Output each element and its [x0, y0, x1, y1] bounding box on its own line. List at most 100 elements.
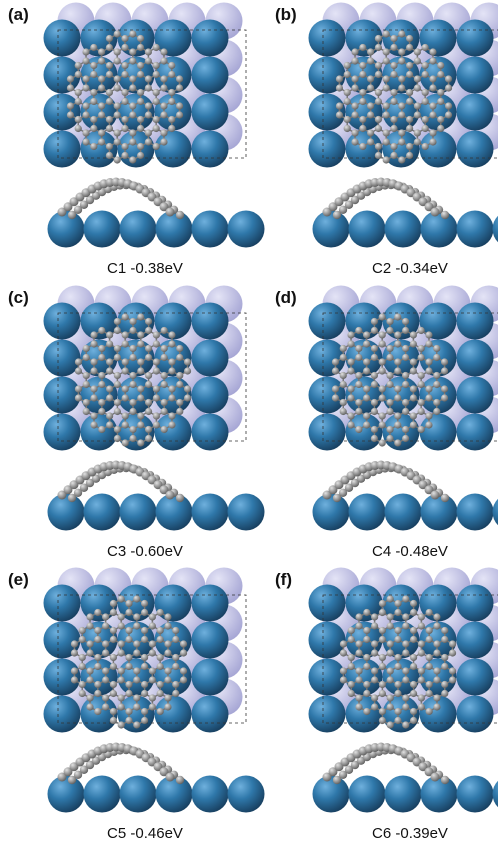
- carbon-atom: [129, 111, 136, 118]
- carbon-atom: [433, 381, 440, 388]
- carbon-atom: [410, 385, 417, 392]
- carbon-atom: [383, 129, 390, 136]
- carbon-atom: [176, 75, 183, 82]
- surface-atom: [192, 659, 229, 696]
- carbon-atom: [122, 439, 129, 446]
- carbon-atom: [121, 35, 128, 42]
- carbon-atom: [137, 44, 144, 51]
- carbon-atom: [386, 426, 393, 433]
- carbon-atom: [425, 367, 432, 374]
- side-atom: [313, 211, 350, 248]
- carbon-atom: [410, 412, 417, 419]
- side-atom: [228, 211, 265, 248]
- carbon-atom: [118, 613, 125, 620]
- carbon-atom: [433, 667, 440, 674]
- carbon-atom: [137, 439, 144, 446]
- carbon-atom: [180, 640, 187, 647]
- carbon-atom: [406, 62, 413, 69]
- panel-label: (d): [275, 288, 297, 307]
- carbon-atom: [125, 690, 132, 697]
- carbon-atom: [379, 421, 386, 428]
- carbon-atom: [98, 102, 105, 109]
- carbon-atom: [371, 622, 378, 629]
- carbon-atom: [371, 613, 378, 620]
- carbon-atom: [106, 35, 113, 42]
- carbon-atom: [145, 372, 152, 379]
- carbon-atom: [106, 44, 113, 51]
- carbon-atom: [90, 421, 97, 428]
- carbon-atom: [114, 354, 121, 361]
- carbon-atom: [110, 636, 117, 643]
- panel: (a)C1 -0.38eV: [8, 3, 265, 278]
- carbon-atom: [414, 102, 421, 109]
- carbon-atom: [410, 690, 417, 697]
- side-atom: [48, 776, 85, 813]
- carbon-atom: [75, 116, 82, 123]
- surface-atom: [457, 340, 494, 377]
- carbon-atom: [176, 111, 183, 118]
- carbon-atom: [157, 663, 164, 670]
- carbon-atom: [118, 640, 125, 647]
- surface-atom: [346, 696, 383, 733]
- carbon-atom: [145, 408, 152, 415]
- carbon-atom: [410, 681, 417, 688]
- carbon-atom: [340, 640, 347, 647]
- carbon-atom: [161, 408, 168, 415]
- carbon-atom: [390, 125, 397, 132]
- carbon-atom: [90, 98, 97, 105]
- carbon-atom: [153, 340, 160, 347]
- carbon-atom: [129, 138, 136, 145]
- carbon-atom: [137, 394, 144, 401]
- carbon-atom: [371, 399, 378, 406]
- surface-atom: [309, 131, 346, 168]
- carbon-atom: [121, 71, 128, 78]
- surface-atom: [44, 377, 81, 414]
- carbon-atom: [86, 640, 93, 647]
- side-atom: [192, 211, 229, 248]
- carbon-atom: [348, 627, 355, 634]
- carbon-atom: [184, 367, 191, 374]
- carbon-atom: [344, 125, 351, 132]
- carbon-atom: [125, 627, 132, 634]
- carbon-atom: [344, 71, 351, 78]
- carbon-atom: [137, 340, 144, 347]
- carbon-atom: [125, 663, 132, 670]
- carbon-atom: [398, 75, 405, 82]
- carbon-atom: [363, 358, 370, 365]
- carbon-atom: [106, 152, 113, 159]
- carbon-atom: [129, 381, 136, 388]
- carbon-atom: [160, 129, 167, 136]
- carbon-atom: [172, 663, 179, 670]
- carbon-atom: [122, 331, 129, 338]
- carbon-atom: [106, 331, 113, 338]
- surface-atom: [457, 20, 494, 57]
- carbon-atom: [379, 385, 386, 392]
- carbon-atom: [390, 152, 397, 159]
- surface-atom: [309, 20, 346, 57]
- carbon-atom: [340, 667, 347, 674]
- carbon-atom: [410, 358, 417, 365]
- carbon-atom: [79, 627, 86, 634]
- carbon-atom: [114, 381, 121, 388]
- carbon-atom: [86, 694, 93, 701]
- carbon-atom: [441, 654, 448, 661]
- carbon-atom: [336, 75, 343, 82]
- carbon-atom: [82, 129, 89, 136]
- side-carbon: [441, 211, 449, 219]
- carbon-atom: [121, 44, 128, 51]
- carbon-atom: [433, 640, 440, 647]
- carbon-atom: [118, 595, 125, 602]
- carbon-atom: [125, 600, 132, 607]
- carbon-atom: [418, 345, 425, 352]
- carbon-atom: [121, 125, 128, 132]
- carbon-atom: [418, 399, 425, 406]
- carbon-atom: [363, 708, 370, 715]
- carbon-atom: [398, 129, 405, 136]
- carbon-atom: [406, 98, 413, 105]
- carbon-atom: [359, 143, 366, 150]
- carbon-atom: [106, 89, 113, 96]
- side-atom: [421, 494, 458, 531]
- carbon-atom: [137, 385, 144, 392]
- carbon-atom: [386, 327, 393, 334]
- carbon-atom: [110, 708, 117, 715]
